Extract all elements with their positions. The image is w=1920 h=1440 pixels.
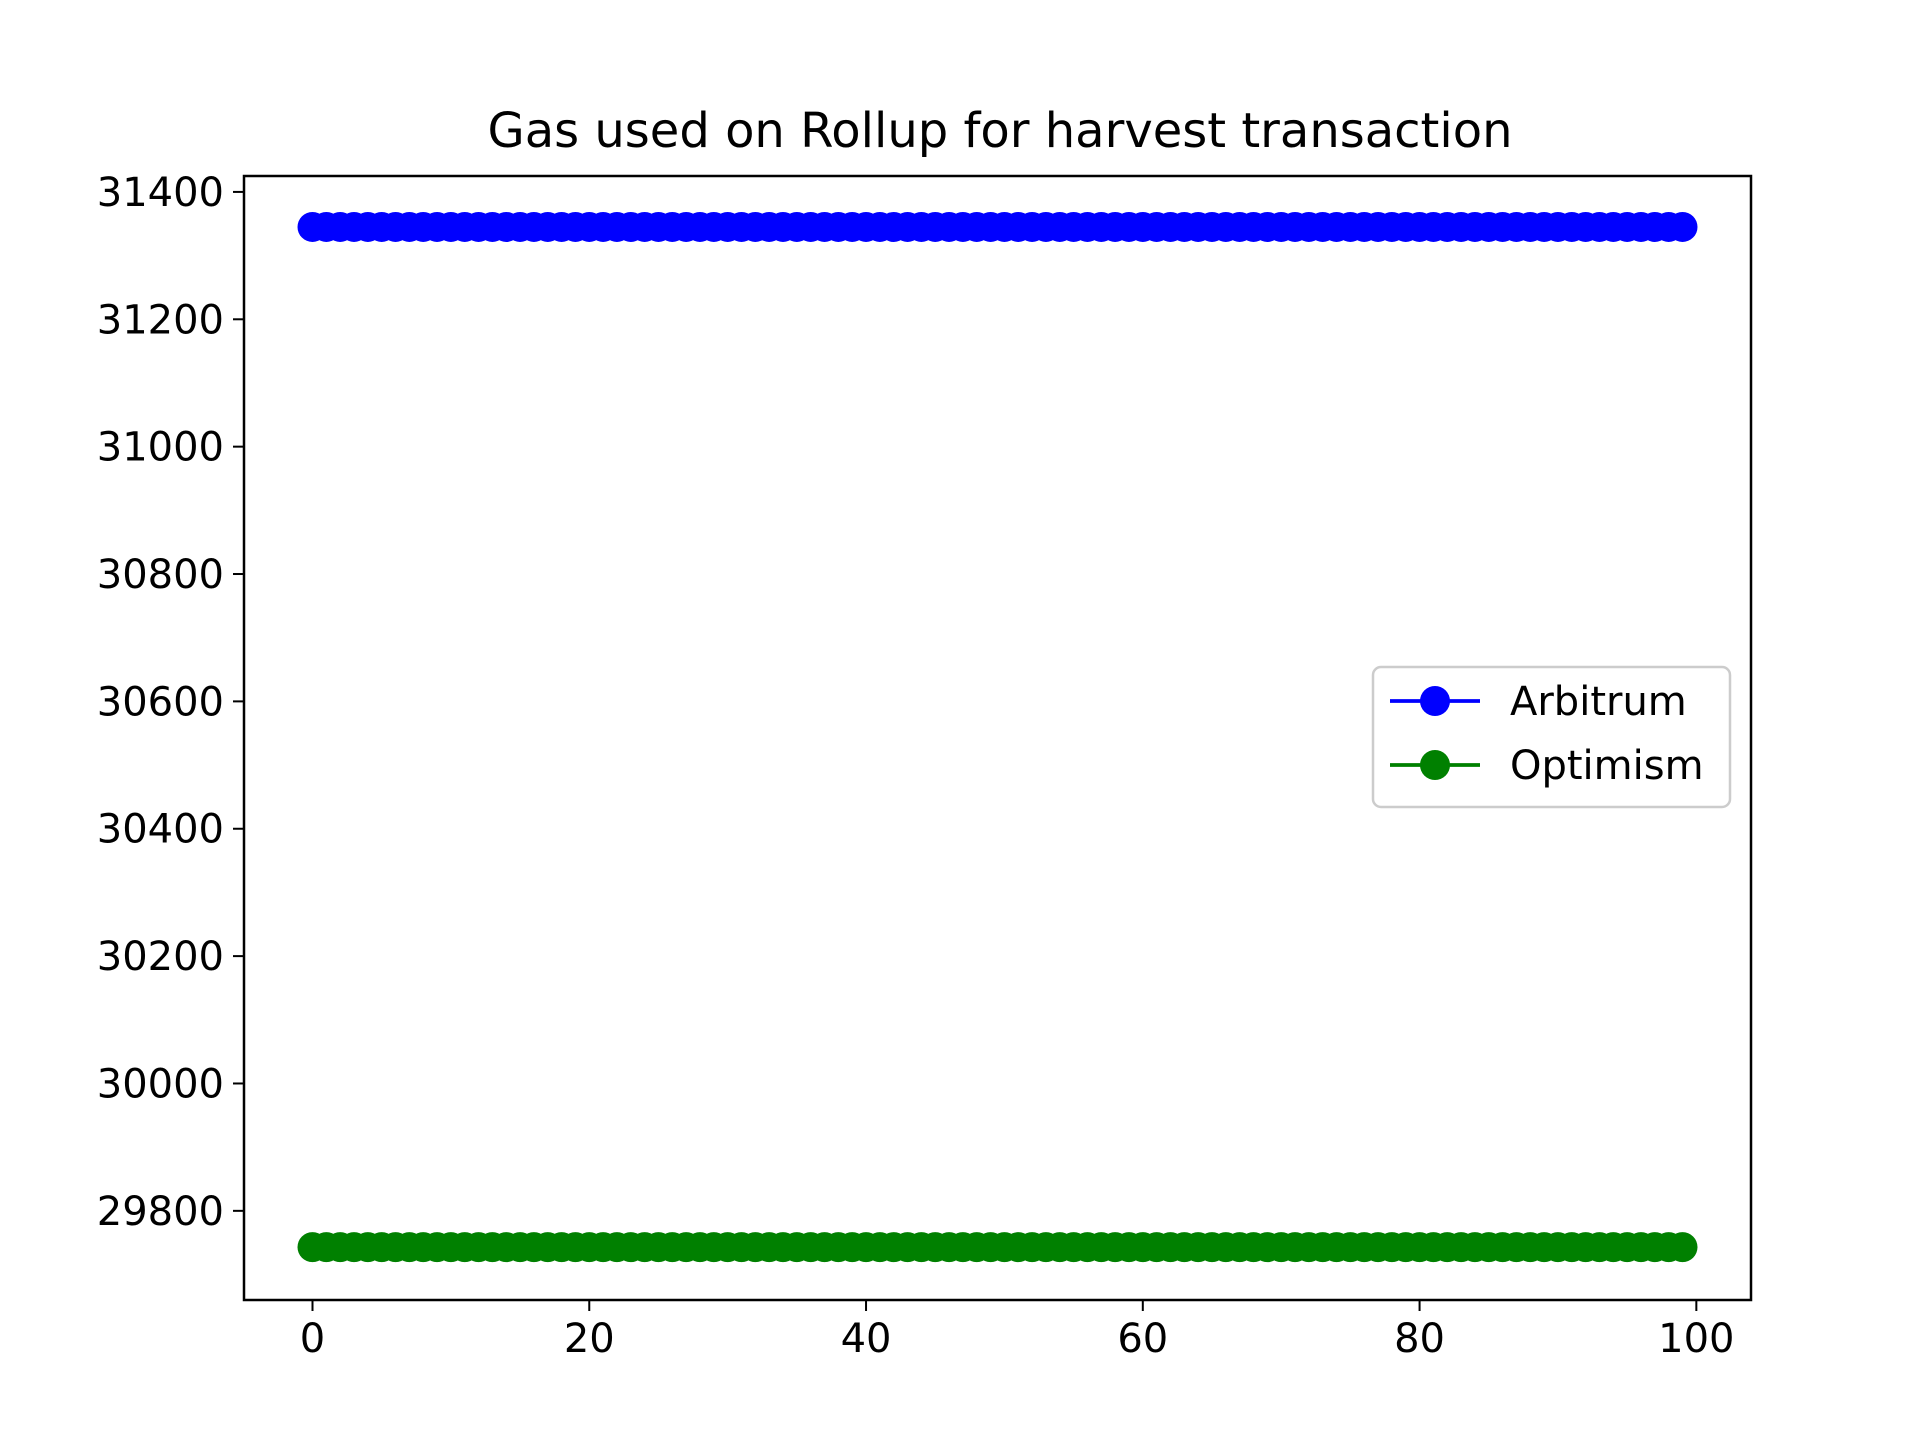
y-tick-label: 29800 [97,1189,224,1235]
x-tick-label: 20 [564,1316,615,1362]
y-tick-label: 30000 [97,1061,224,1107]
series-arbitrum [297,211,1698,242]
y-tick-label: 30200 [97,934,224,980]
y-tick-label: 30400 [97,807,224,853]
x-tick-label: 100 [1658,1316,1734,1362]
legend-marker-swatch [1420,686,1450,716]
legend-items: Arbitrum Optimism [1390,679,1704,789]
series-layer [297,211,1698,1263]
chart-title: Gas used on Rollup for harvest transacti… [488,103,1513,159]
x-tick-label: 80 [1394,1316,1445,1362]
legend-item-arbitrum: Arbitrum [1390,679,1687,725]
y-tick-label: 31200 [97,297,224,343]
legend-marker-swatch [1420,750,1450,780]
legend-label: Optimism [1510,743,1704,789]
legend-label: Arbitrum [1510,679,1687,725]
y-tick-label: 31400 [97,170,224,216]
y-tick-label: 30600 [97,679,224,725]
series-optimism [297,1232,1698,1263]
x-tick-label: 0 [300,1316,325,1362]
legend: Arbitrum Optimism [1371,665,1732,809]
y-tick-label: 30800 [97,552,224,598]
legend-item-optimism: Optimism [1390,743,1704,789]
x-axis: 0 20 40 60 80 100 [300,1300,1735,1362]
data-point [1667,211,1698,242]
x-tick-label: 40 [841,1316,892,1362]
data-point [1667,1232,1698,1263]
x-tick-label: 60 [1117,1316,1168,1362]
y-tick-label: 31000 [97,425,224,471]
y-axis: 29800 30000 30200 30400 30600 30800 31000 31200… [97,170,244,1235]
